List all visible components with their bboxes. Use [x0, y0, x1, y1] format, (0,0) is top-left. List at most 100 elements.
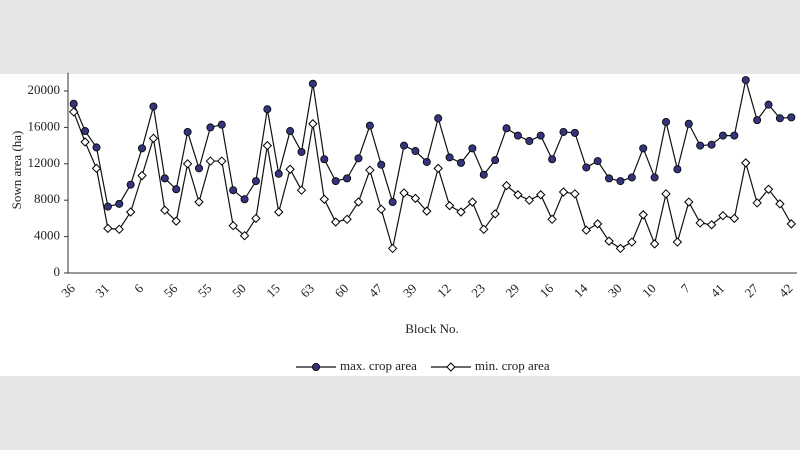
data-point — [627, 173, 636, 182]
data-point — [559, 127, 568, 136]
data-point — [524, 195, 535, 205]
data-point — [649, 239, 660, 249]
data-point — [274, 207, 284, 217]
data-point — [730, 131, 739, 140]
data-point — [125, 207, 136, 217]
data-point — [171, 216, 181, 226]
data-point — [479, 224, 489, 235]
data-point — [91, 163, 102, 174]
data-point — [593, 157, 602, 166]
data-point — [661, 189, 671, 199]
data-point — [787, 113, 796, 122]
data-point — [706, 220, 717, 230]
data-point — [206, 123, 215, 132]
data-point — [695, 218, 705, 228]
data-point — [80, 137, 90, 147]
y-tick-label: 20000 — [28, 82, 61, 97]
data-point — [228, 220, 238, 231]
data-point — [479, 170, 488, 179]
data-point — [752, 198, 762, 208]
data-point — [251, 177, 260, 186]
data-point — [286, 127, 295, 136]
data-point — [525, 137, 534, 146]
y-tick-label: 4000 — [34, 228, 60, 243]
data-point — [422, 206, 432, 216]
data-point — [399, 188, 409, 198]
data-point — [753, 116, 762, 125]
data-point — [251, 213, 261, 224]
data-point — [331, 177, 340, 186]
data-point — [513, 190, 523, 200]
data-point — [115, 199, 124, 208]
data-point — [444, 200, 455, 211]
data-point — [764, 100, 773, 109]
data-point — [491, 156, 500, 165]
data-point — [684, 119, 693, 128]
data-point — [536, 190, 546, 200]
data-point — [296, 185, 307, 195]
data-point — [263, 105, 272, 114]
data-point — [456, 158, 465, 167]
data-point — [388, 198, 397, 207]
data-point — [581, 225, 591, 235]
data-point — [183, 127, 192, 136]
data-point — [467, 197, 478, 207]
data-point — [502, 124, 511, 133]
data-point — [684, 197, 694, 207]
y-tick-label: 8000 — [34, 191, 60, 206]
data-point — [239, 230, 250, 241]
data-point — [172, 185, 181, 194]
data-point — [638, 210, 648, 220]
data-point — [513, 131, 522, 140]
data-point — [433, 163, 443, 174]
data-point — [311, 362, 320, 371]
data-point — [160, 205, 170, 215]
data-point — [285, 164, 295, 174]
x-axis-title: Block No. — [405, 321, 458, 336]
data-point — [160, 174, 169, 183]
data-point — [194, 164, 203, 173]
data-point — [536, 131, 545, 140]
data-point — [92, 143, 101, 152]
data-point — [342, 214, 352, 225]
data-point — [114, 224, 124, 235]
data-point — [103, 202, 112, 211]
data-point — [662, 117, 671, 126]
y-tick-label: 16000 — [28, 118, 61, 133]
data-point — [604, 236, 614, 246]
data-point — [650, 173, 659, 182]
data-point — [501, 180, 512, 191]
data-point — [410, 193, 421, 204]
data-point — [308, 119, 318, 129]
data-point — [217, 156, 227, 166]
data-point — [376, 204, 386, 215]
data-point — [126, 180, 135, 189]
y-tick-label: 12000 — [28, 155, 61, 170]
data-point — [217, 120, 226, 129]
data-point — [343, 174, 352, 183]
data-point — [411, 147, 420, 156]
data-point — [786, 219, 797, 229]
data-point — [775, 114, 784, 123]
data-point — [639, 144, 648, 153]
y-axis-title: Sown area (ha) — [9, 131, 24, 210]
data-point — [69, 99, 78, 108]
data-point — [548, 155, 557, 164]
data-point — [763, 184, 774, 194]
data-point — [353, 197, 364, 207]
data-point — [558, 187, 569, 197]
data-point — [570, 189, 580, 199]
data-point — [672, 237, 683, 247]
legend-label: min. crop area — [475, 358, 550, 373]
data-point — [68, 107, 79, 117]
data-point — [81, 127, 90, 136]
series-line — [73, 79, 792, 208]
data-point — [729, 213, 740, 224]
data-point — [194, 197, 204, 207]
data-point — [615, 243, 626, 254]
data-point — [718, 210, 728, 221]
data-point — [605, 174, 614, 183]
data-point — [354, 154, 363, 163]
